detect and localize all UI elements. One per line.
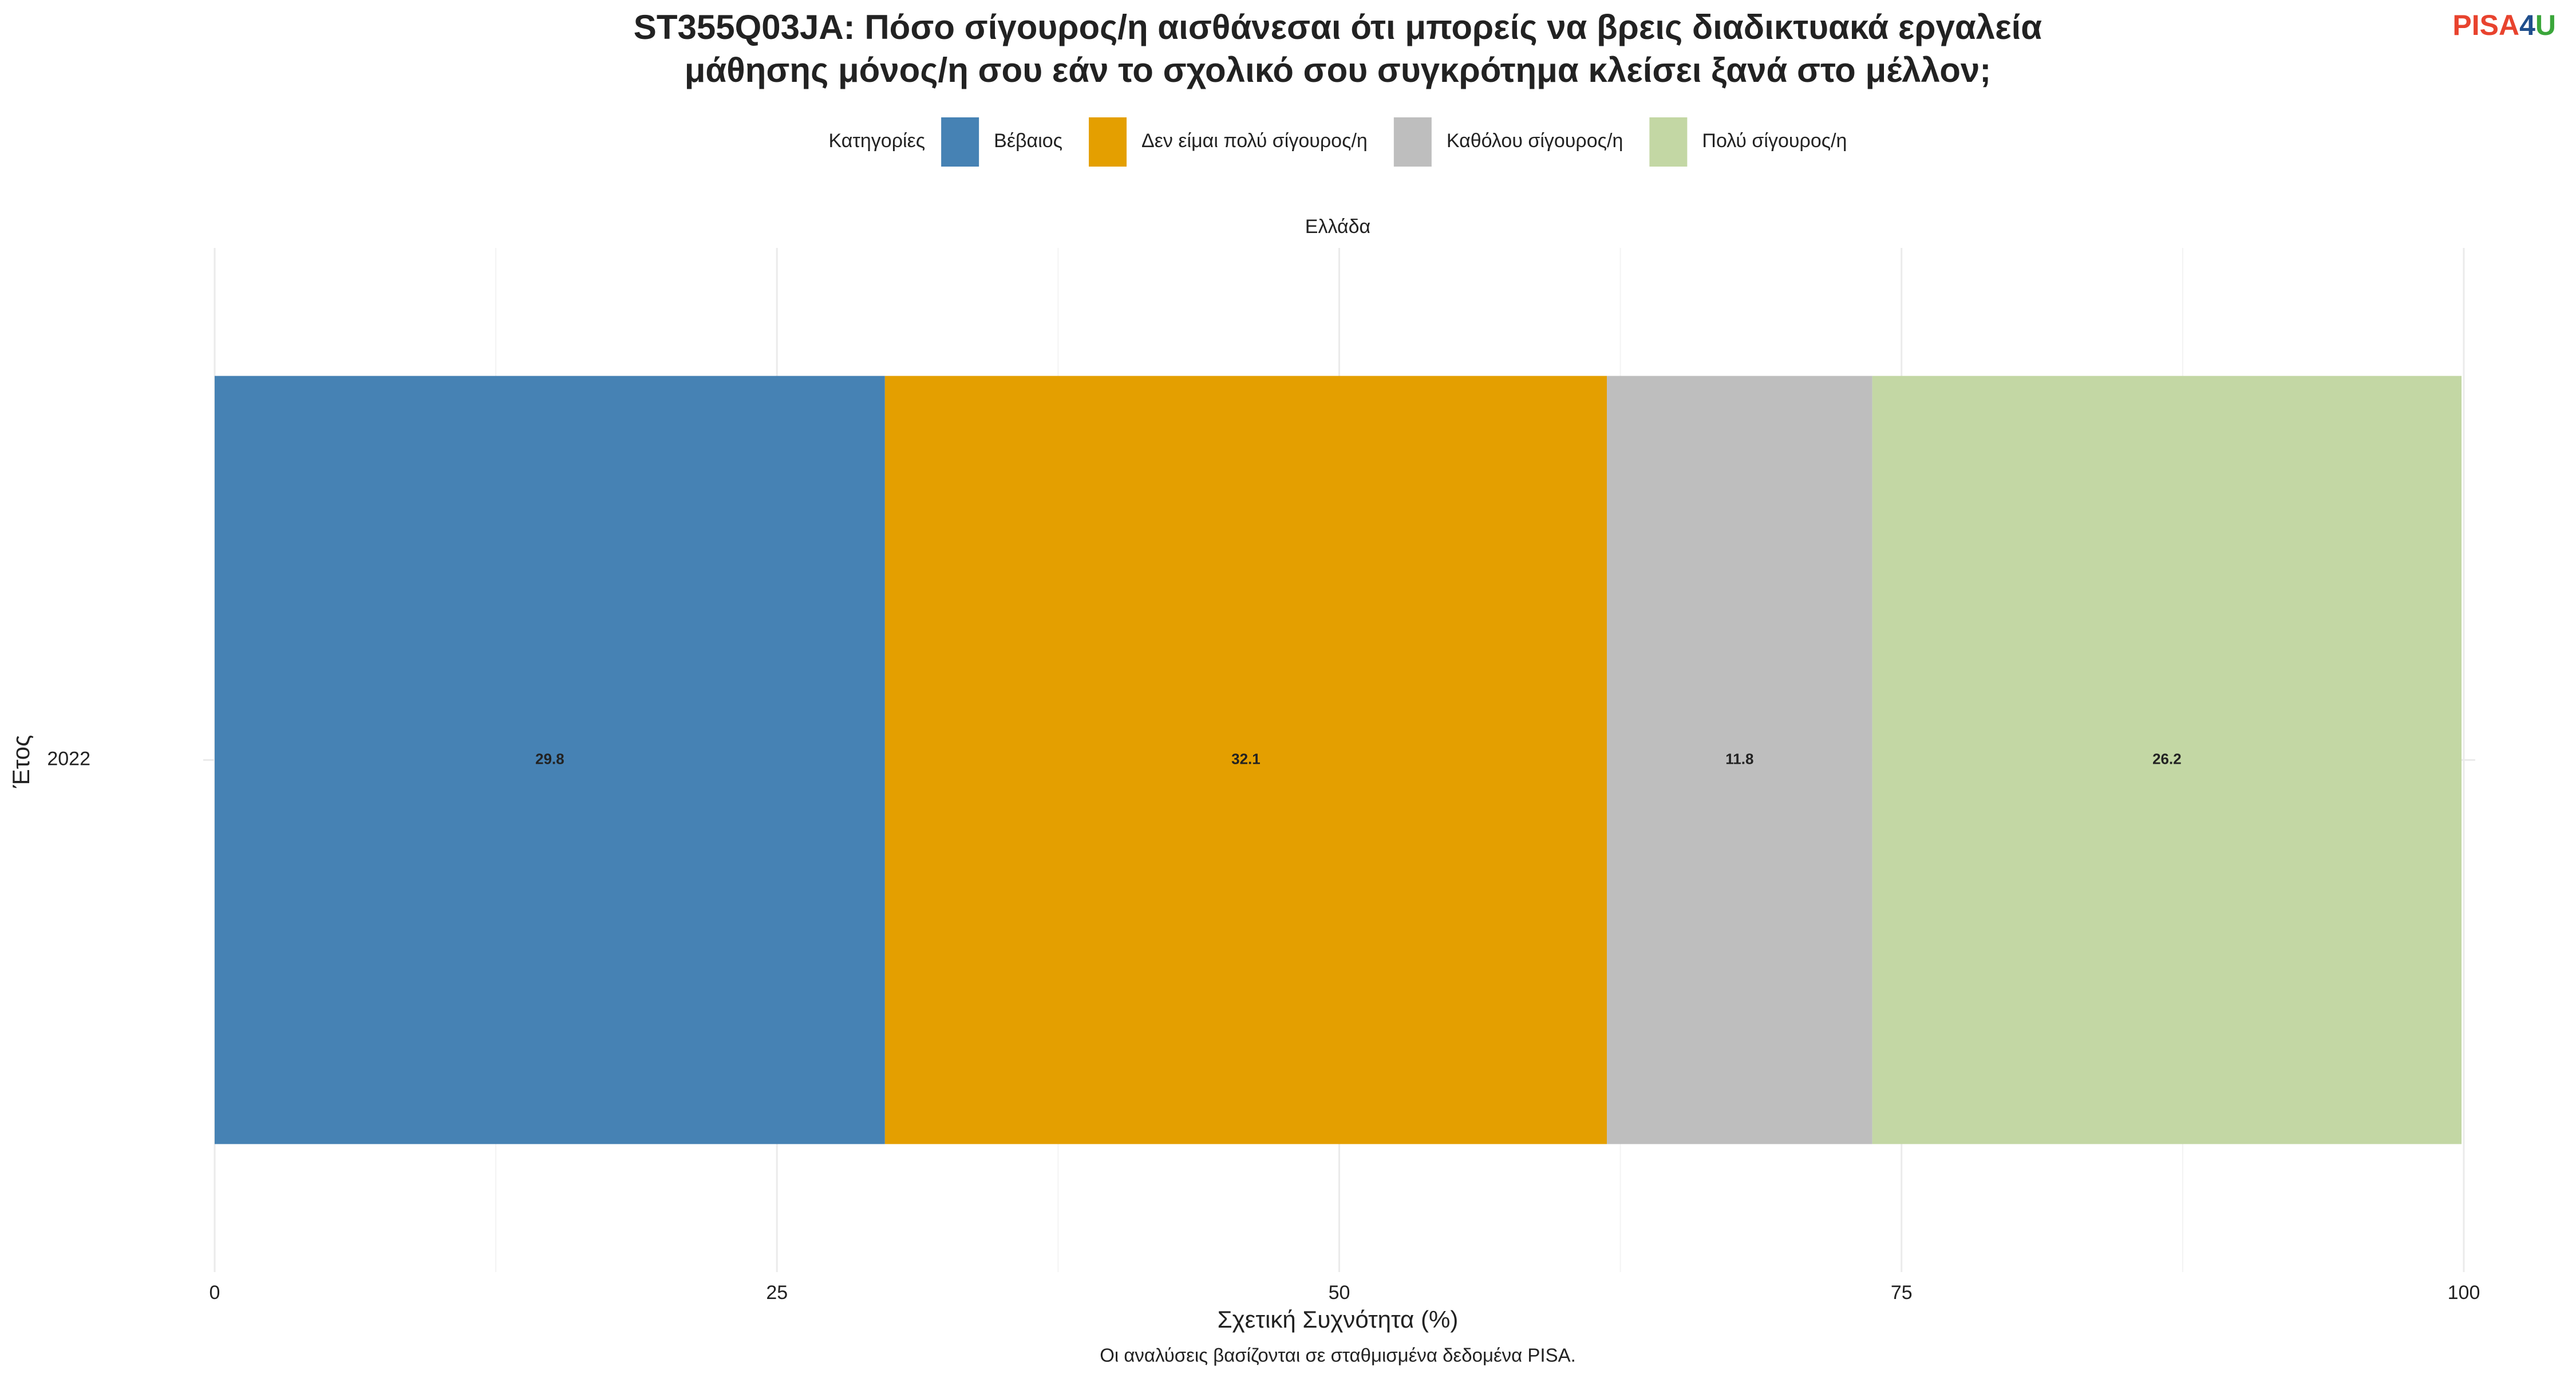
legend-label: Πολύ σίγουρος/η	[1702, 130, 1847, 152]
legend-swatch	[1089, 117, 1127, 167]
legend-label: Βέβαιος	[994, 130, 1062, 152]
legend: Κατηγορίες Βέβαιος Δεν είμαι πολύ σίγουρος…	[829, 117, 1847, 167]
logo-part: 4	[2519, 9, 2535, 41]
legend-swatch	[1649, 117, 1688, 167]
facet-label: Ελλάδα	[1305, 216, 1370, 238]
bar-segment	[215, 376, 885, 1144]
x-tick-label: 25	[766, 1282, 788, 1304]
caption: Οι αναλύσεις βασίζονται σε σταθμισμένα δ…	[1100, 1345, 1576, 1366]
x-axis-title: Σχετική Συχνότητα (%)	[1218, 1306, 1459, 1333]
chart-title: ST355Q03JA: Πόσο σίγουρος/η αισθάνεσαι ό…	[634, 8, 2042, 46]
chart-title: μάθησης μόνος/η σου εάν το σχολικό σου σ…	[685, 51, 1992, 89]
legend-title: Κατηγορίες	[829, 130, 926, 152]
y-axis-title: Έτος	[7, 735, 34, 789]
x-tick-label: 0	[210, 1282, 220, 1304]
x-tick-label: 100	[2448, 1282, 2480, 1304]
logo: PISA4U	[2452, 9, 2556, 41]
y-tick-label: 2022	[47, 748, 90, 769]
legend-label: Δεν είμαι πολύ σίγουρος/η	[1141, 130, 1368, 152]
data-label: 11.8	[1725, 750, 1753, 767]
legend-swatch	[1393, 117, 1432, 167]
x-tick-label: 75	[1891, 1282, 1913, 1304]
legend-swatch	[941, 117, 979, 167]
logo-part: U	[2535, 9, 2556, 41]
bar-segment	[1607, 376, 1872, 1144]
x-tick-label: 50	[1329, 1282, 1350, 1304]
bar-segment	[884, 376, 1607, 1144]
legend-label: Καθόλου σίγουρος/η	[1447, 130, 1623, 152]
data-label: 26.2	[2152, 750, 2182, 767]
logo-part: PISA	[2452, 9, 2519, 41]
bar-segment	[1872, 376, 2462, 1144]
data-label: 32.1	[1231, 750, 1261, 767]
data-label: 29.8	[535, 750, 564, 767]
